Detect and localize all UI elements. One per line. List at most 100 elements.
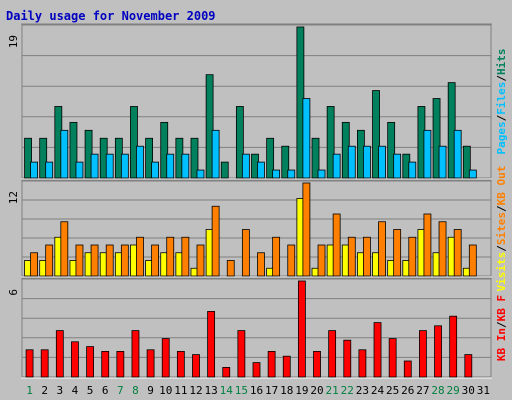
- bar: [211, 205, 220, 277]
- bar: [101, 350, 110, 378]
- bar: [332, 213, 341, 277]
- x-tick-label: 25: [386, 384, 399, 397]
- bar: [90, 244, 99, 277]
- panel-bottom: 6 KB In/KB F: [7, 277, 508, 379]
- bar: [453, 129, 462, 179]
- bar: [105, 244, 114, 277]
- bar: [60, 221, 69, 277]
- legend-entry: Visits: [495, 252, 508, 292]
- bar: [393, 153, 402, 179]
- bar: [75, 161, 84, 179]
- bar: [166, 236, 175, 277]
- x-tick-label: 14: [220, 384, 234, 397]
- panel-legend-label: KB In/KB F: [495, 295, 508, 361]
- x-tick-label: 3: [57, 384, 64, 397]
- bar: [287, 244, 296, 277]
- bar: [372, 90, 380, 179]
- series-visits: [24, 198, 471, 277]
- bar: [257, 252, 265, 277]
- panel-max-label: 6: [7, 289, 20, 296]
- bar: [30, 252, 38, 277]
- bar: [302, 98, 311, 179]
- x-tick-label: 7: [117, 384, 124, 397]
- series-kb-in: [25, 280, 473, 378]
- legend-separator: /: [495, 114, 508, 121]
- legend-separator: /: [495, 205, 508, 212]
- bar: [55, 330, 64, 378]
- x-tick-label: 6: [102, 384, 109, 397]
- bar: [69, 121, 78, 179]
- legend-separator: /: [495, 245, 508, 252]
- x-tick-label: 27: [416, 384, 429, 397]
- bar: [75, 244, 84, 277]
- x-tick-label: 18: [280, 384, 293, 397]
- bar: [419, 330, 427, 378]
- x-tick-label: 17: [265, 384, 278, 397]
- bar: [313, 350, 321, 378]
- bar: [311, 137, 320, 179]
- bar: [136, 236, 144, 277]
- bar: [196, 169, 205, 179]
- bar: [449, 315, 458, 378]
- bar: [120, 153, 129, 179]
- bar: [387, 121, 396, 179]
- chart-title: Daily usage for November 2009: [6, 9, 216, 23]
- bar: [160, 121, 169, 179]
- bar: [462, 145, 471, 179]
- bar: [226, 260, 235, 277]
- bar: [90, 153, 99, 179]
- bar: [257, 161, 265, 179]
- x-tick-label: 16: [250, 384, 263, 397]
- x-tick-label: 11: [174, 384, 187, 397]
- bar: [146, 349, 155, 378]
- bar: [347, 236, 356, 277]
- x-tick-label: 1: [26, 384, 33, 397]
- x-tick-label: 28: [431, 384, 444, 397]
- bar: [272, 236, 281, 277]
- bar: [39, 137, 48, 179]
- bar: [161, 338, 170, 378]
- bar: [272, 169, 281, 179]
- bar: [432, 98, 441, 179]
- bar: [393, 229, 402, 277]
- x-tick-label: 15: [235, 384, 248, 397]
- bar: [267, 350, 276, 378]
- bar: [237, 330, 246, 378]
- bar: [24, 137, 32, 179]
- bar: [145, 137, 153, 179]
- bar: [192, 354, 200, 378]
- series-sites: [30, 182, 477, 277]
- bar: [363, 145, 371, 179]
- bar: [130, 106, 138, 179]
- x-tick-label: 9: [147, 384, 154, 397]
- bar: [207, 310, 216, 378]
- panel-legend-label: Visits/Sites/KB Out: [495, 166, 508, 292]
- legend-entry: KB Out: [495, 166, 508, 206]
- bar: [317, 244, 326, 277]
- bar: [181, 153, 190, 179]
- bar: [408, 161, 417, 179]
- bar: [358, 349, 367, 378]
- legend-separator: /: [495, 75, 508, 82]
- bar: [105, 153, 114, 179]
- bar: [196, 244, 205, 277]
- x-tick-label: 10: [159, 384, 172, 397]
- bar: [30, 161, 38, 179]
- x-tick-label: 30: [462, 384, 475, 397]
- series-hits: [24, 26, 471, 179]
- x-tick-label: 21: [326, 384, 339, 397]
- bar: [205, 74, 214, 179]
- plot-area: [21, 278, 492, 378]
- bar: [408, 236, 417, 277]
- bar: [131, 330, 140, 378]
- bar: [40, 349, 49, 378]
- bar: [343, 339, 352, 378]
- x-tick-label: 8: [132, 384, 139, 397]
- bar: [438, 145, 447, 179]
- legend-separator: /: [495, 321, 508, 328]
- bar: [373, 322, 382, 378]
